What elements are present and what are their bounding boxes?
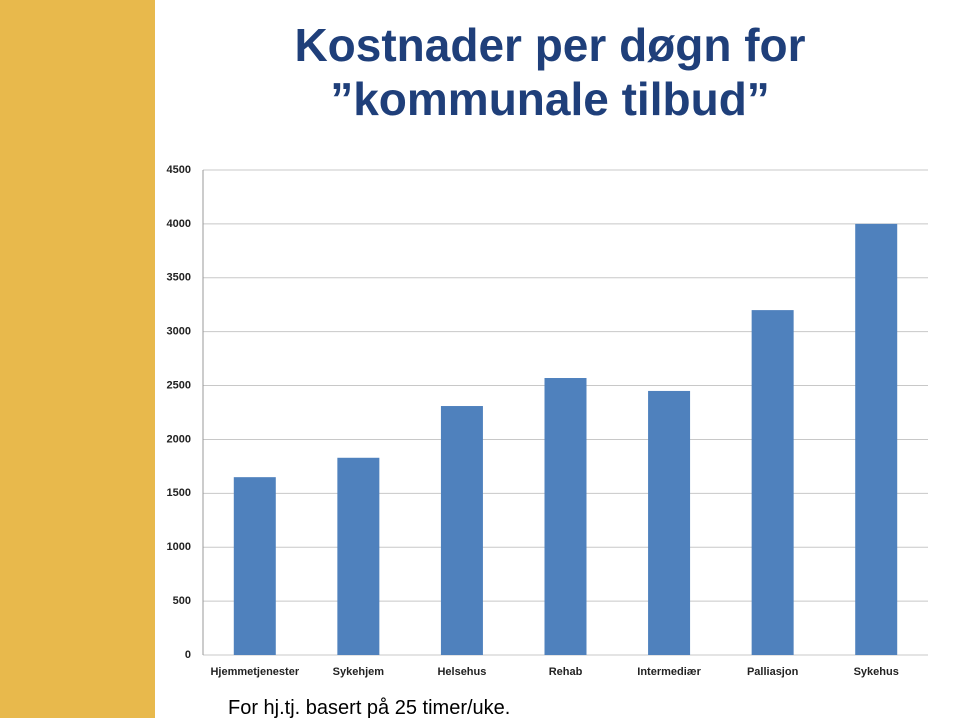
- x-tick-label: Palliasjon: [747, 666, 799, 678]
- y-tick-label: 2500: [167, 379, 191, 391]
- y-tick-label: 4500: [167, 164, 191, 176]
- bar: [233, 477, 276, 655]
- bar: [544, 378, 587, 655]
- bar: [648, 390, 691, 655]
- bar: [855, 223, 898, 655]
- y-tick-label: 3000: [167, 326, 191, 338]
- x-tick-label: Helsehus: [437, 666, 486, 678]
- y-tick-label: 1500: [167, 487, 191, 499]
- side-strip: [0, 0, 155, 718]
- x-tick-label: Hjemmetjenester: [210, 666, 299, 678]
- chart-title: Kostnader per døgn for ”kommunale tilbud…: [294, 19, 806, 125]
- y-tick-label: 3500: [167, 272, 191, 284]
- bar: [440, 406, 483, 655]
- y-tick-label: 1000: [167, 541, 191, 553]
- y-tick-label: 500: [173, 595, 191, 607]
- bar: [337, 457, 380, 655]
- x-tick-label: Sykehus: [854, 666, 899, 678]
- y-tick-label: 2000: [167, 433, 191, 445]
- x-tick-label: Rehab: [549, 666, 583, 678]
- y-tick-label: 4000: [167, 218, 191, 230]
- bar: [751, 310, 794, 655]
- y-tick-label: 0: [185, 649, 191, 661]
- x-tick-label: Intermediær: [637, 666, 701, 678]
- footnote: For hj.tj. basert på 25 timer/uke.: [228, 697, 511, 719]
- x-tick-label: Sykehjem: [333, 666, 385, 678]
